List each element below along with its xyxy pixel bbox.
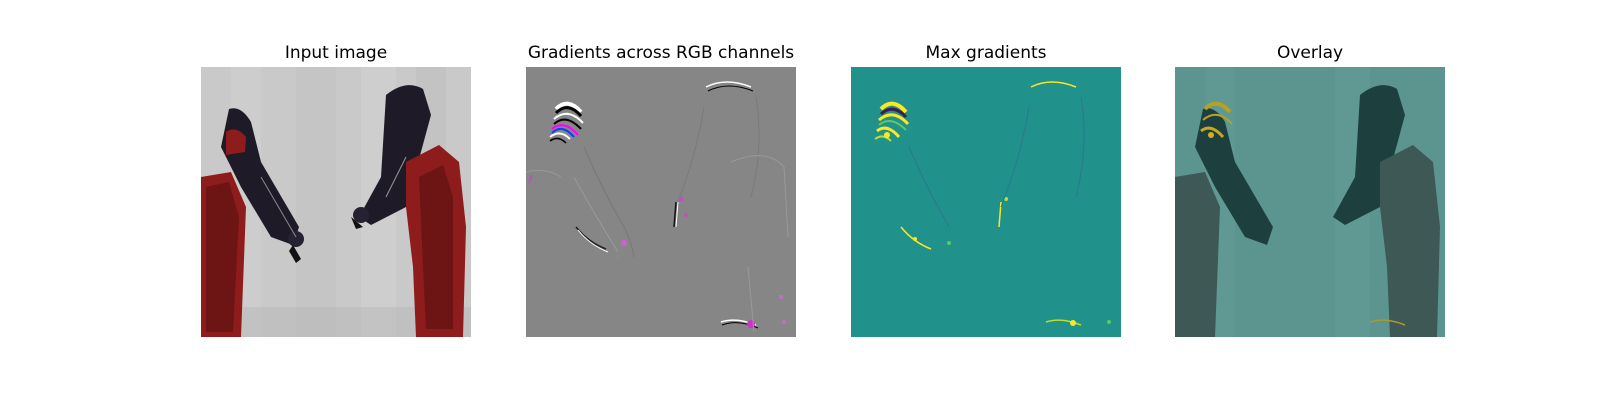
panel-input-image: Input image [201,40,471,337]
input-image [201,67,471,337]
rgb-gradient-map [526,67,796,337]
overlay-image [1175,67,1445,337]
max-gradient-map [851,67,1121,337]
panel-overlay: Overlay [1175,40,1445,337]
panel-rgb-gradients: Gradients across RGB channels [526,40,796,337]
panel-title: Overlay [1276,43,1344,63]
panel-title: Gradients across RGB channels [527,43,795,63]
panel-title: Max gradients [925,43,1047,63]
panel-max-gradients: Max gradients [851,40,1121,337]
panel-title: Input image [284,43,388,63]
